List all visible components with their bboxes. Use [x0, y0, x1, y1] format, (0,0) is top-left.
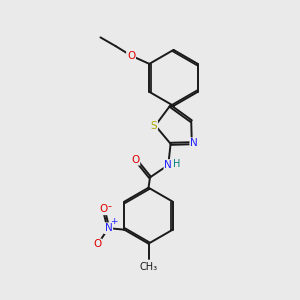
Text: N: N	[104, 223, 112, 233]
Text: O: O	[99, 204, 107, 214]
Text: O: O	[127, 51, 135, 61]
Text: N: N	[164, 160, 172, 170]
Text: N: N	[190, 138, 198, 148]
Text: O: O	[131, 155, 140, 165]
Text: -: -	[108, 201, 112, 212]
Text: O: O	[93, 239, 101, 249]
Text: CH₃: CH₃	[140, 262, 158, 272]
Text: S: S	[151, 121, 157, 130]
Text: +: +	[110, 217, 118, 226]
Text: H: H	[173, 159, 180, 169]
